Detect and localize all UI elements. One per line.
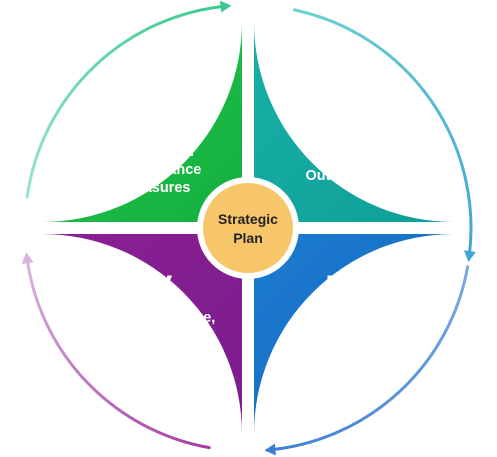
quadrant-q4-label-line-2: Communicate — [110, 328, 206, 344]
cycle-arrow-top-head-icon — [220, 0, 232, 13]
quadrant-q3 — [254, 234, 454, 434]
quadrant-q3-label-line-3: Measures — [305, 346, 372, 362]
quadrant-q3-label-line-1: Create — [315, 310, 360, 326]
quadrant-q1 — [42, 22, 242, 222]
center-circle — [197, 177, 299, 279]
cycle-arrow-left-head-icon — [21, 252, 34, 264]
quadrant-q2-label-line-1: Identify — [315, 150, 367, 166]
quadrant-q3-label-line-2: Performance — [294, 328, 383, 344]
quadrants: I Prepare for Performance Measures II Identif… — [42, 22, 454, 434]
cycle-arrow-bottom-head-icon — [264, 443, 276, 456]
quadrant-q1-numeral: I — [153, 92, 161, 125]
quadrant-q1-label-line-1: Prepare for — [118, 144, 196, 160]
quadrant-q2-numeral: II — [333, 92, 350, 125]
cycle-arrow-right — [292, 8, 473, 261]
quadrant-q4 — [42, 234, 242, 434]
cycle-arrow-left — [25, 253, 211, 450]
center-node: Strategic Plan — [197, 177, 299, 279]
quadrant-q4-label-line-1: Collect, Analyze, — [101, 310, 216, 326]
center-label-line-2: Plan — [233, 230, 263, 246]
center-label-line-1: Strategic — [218, 211, 278, 227]
cycle-arrow-right-head-icon — [464, 250, 476, 263]
quadrant-q2 — [254, 22, 454, 222]
quadrant-q3-numeral: III — [325, 270, 350, 303]
cycle-arrow-bottom — [265, 265, 470, 452]
quadrant-q2-label-line-2: Outcomes — [306, 168, 377, 184]
cycle-arrow-top — [25, 4, 231, 199]
cycle-arrows — [21, 0, 476, 456]
quadrant-q1-label-line-3: Measures — [124, 180, 191, 196]
quadrant-q4-label-line-3: Results — [132, 346, 184, 362]
quadrant-q4-numeral: IV — [144, 270, 172, 303]
quadrant-q1-label-line-2: Performance — [113, 162, 202, 178]
